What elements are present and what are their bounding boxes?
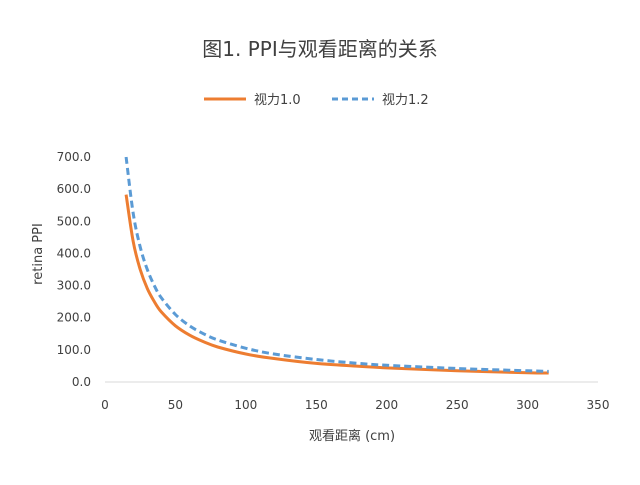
series-line-2: [124, 156, 549, 373]
y-tick-label: 600.0: [57, 182, 91, 196]
legend: 视力1.0 视力1.2: [204, 93, 429, 108]
x-tick-label: 150: [305, 398, 328, 412]
x-tick-label: 200: [375, 398, 398, 412]
y-tick-label: 100.0: [57, 343, 91, 357]
y-tick-label: 300.0: [57, 279, 91, 293]
y-axis-ticks: 0.0 100.0 200.0 300.0 400.0 500.0 600.0 700.0: [57, 150, 91, 389]
y-tick-label: 400.0: [57, 246, 91, 260]
x-tick-label: 250: [446, 398, 469, 412]
x-tick-label: 300: [516, 398, 539, 412]
x-axis-ticks: 0 50 100 150 200 250 300 350: [101, 398, 609, 412]
y-tick-label: 700.0: [57, 150, 91, 164]
x-tick-label: 100: [234, 398, 257, 412]
x-tick-label: 0: [101, 398, 109, 412]
series-line-1: [124, 194, 549, 375]
chart-title: 图1. PPI与观看距离的关系: [202, 37, 437, 61]
legend-label-series-1: 视力1.0: [254, 93, 301, 108]
series-layer: [124, 156, 549, 375]
y-tick-label: 200.0: [57, 311, 91, 325]
y-tick-label: 500.0: [57, 214, 91, 228]
x-axis-label: 观看距离 (cm): [309, 428, 395, 444]
x-tick-label: 350: [587, 398, 610, 412]
legend-label-series-2: 视力1.2: [382, 93, 429, 108]
x-tick-label: 50: [168, 398, 183, 412]
y-tick-label: 0.0: [72, 375, 91, 389]
y-axis-label: retina PPI: [31, 223, 46, 285]
